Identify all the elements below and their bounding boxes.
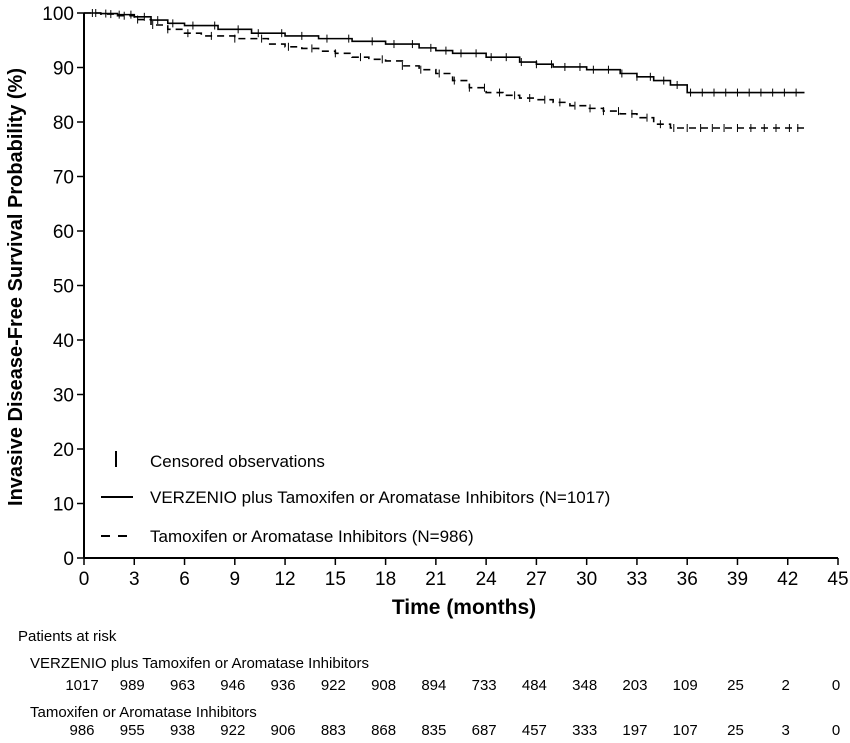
risk-value: 25 [727,677,744,694]
x-tick-label: 24 [476,569,498,590]
risk-value: 0 [831,677,841,694]
risk-value: 484 [521,677,547,694]
risk-value: 109 [672,677,698,694]
x-tick-label: 3 [129,569,140,590]
risk-value: 906 [270,722,296,739]
risk-value: 203 [622,677,648,694]
series-layer [84,9,805,132]
risk-value: 946 [220,677,246,694]
x-tick-label: 39 [727,569,748,590]
x-tick-label: 36 [677,569,698,590]
risk-row-label-verzenio: VERZENIO plus Tamoxifen or Aromatase Inh… [30,655,370,672]
risk-table-title: Patients at risk [18,628,117,645]
risk-value: 922 [220,722,246,739]
risk-value: 922 [320,677,346,694]
y-axis-label: Invasive Disease-Free Survival Probabili… [5,68,27,506]
legend: Censored observations VERZENIO plus Tamox… [101,451,610,546]
y-tick-label: 90 [53,59,74,80]
risk-value: 25 [727,722,744,739]
y-tick-label: 50 [53,277,74,298]
risk-value: 989 [119,677,145,694]
y-tick-label: 40 [53,331,74,352]
y-tick-label: 10 [53,495,74,516]
risk-value: 986 [69,722,95,739]
risk-value: 3 [781,722,790,739]
risk-value: 333 [572,722,598,739]
y-tick-label: 70 [53,168,74,189]
risk-value: 883 [320,722,346,739]
risk-value: 868 [371,722,397,739]
x-tick-label: 6 [179,569,190,590]
risk-value: 835 [421,722,447,739]
series-control-curve [84,12,805,129]
risk-value: 936 [270,677,296,694]
risk-value: 348 [572,677,598,694]
risk-value: 457 [521,722,547,739]
risk-value: 2 [781,677,790,694]
x-tick-label: 42 [777,569,798,590]
risk-value: 1017 [65,677,99,694]
risk-value: 938 [170,722,196,739]
risk-value: 687 [471,722,497,739]
x-tick-label: 12 [274,569,295,590]
x-tick-label: 33 [626,569,647,590]
y-tick-label: 100 [42,4,74,25]
risk-row-label-control: Tamoxifen or Aromatase Inhibitors [30,704,257,721]
legend-control-label: Tamoxifen or Aromatase Inhibitors (N=986… [150,527,474,546]
risk-value: 107 [672,722,698,739]
x-tick-label: 21 [425,569,446,590]
x-tick-label: 18 [375,569,396,590]
x-tick-label: 45 [827,569,848,590]
y-tick-label: 80 [53,113,74,134]
x-tick-label: 27 [526,569,547,590]
risk-value: 894 [421,677,447,694]
x-tick-label: 9 [230,569,241,590]
legend-verzenio-label: VERZENIO plus Tamoxifen or Aromatase Inh… [150,488,610,507]
risk-value: 963 [170,677,196,694]
risk-value: 908 [371,677,397,694]
risk-value: 733 [471,677,497,694]
x-tick-label: 30 [576,569,597,590]
risk-value: 197 [622,722,648,739]
x-tick-label: 0 [79,569,90,590]
x-axis-label: Time (months) [392,596,536,619]
y-tick-label: 20 [53,440,74,461]
risk-value: 0 [831,722,841,739]
legend-censored-label: Censored observations [150,452,325,471]
y-tick-label: 60 [53,222,74,243]
y-tick-label: 0 [63,549,74,570]
series-verzenio-curve [84,12,805,94]
risk-value: 955 [119,722,145,739]
y-tick-label: 30 [53,386,74,407]
x-tick-label: 15 [325,569,346,590]
